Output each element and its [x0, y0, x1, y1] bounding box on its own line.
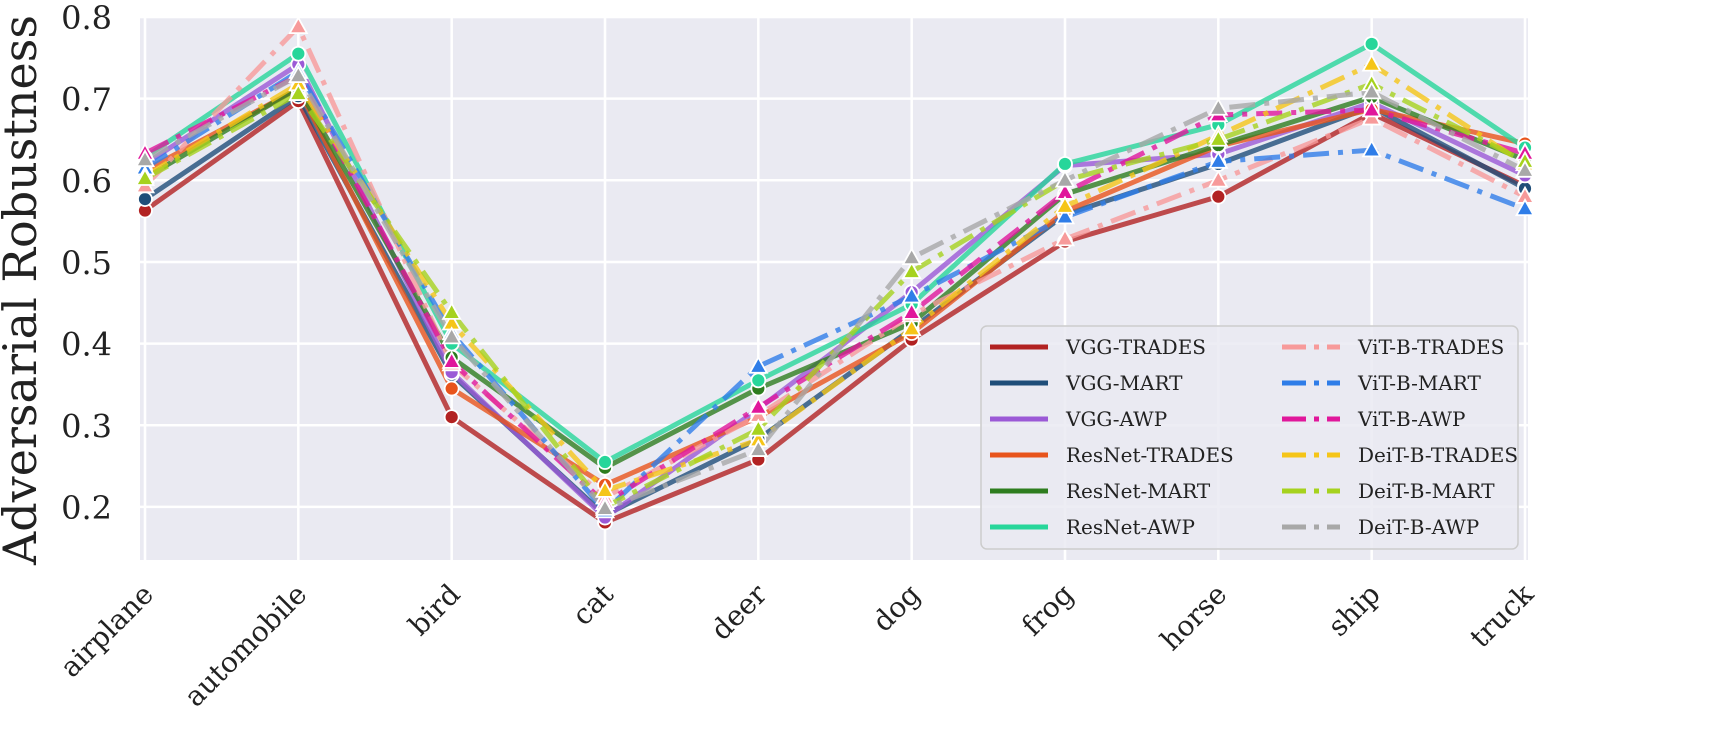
series-line-vgg-trades	[143, 98, 1527, 525]
data-point	[288, 82, 309, 101]
data-point	[1208, 169, 1229, 188]
legend-label: DeiT-B-AWP	[1358, 515, 1479, 539]
legend-label: VGG-AWP	[1065, 407, 1167, 431]
y-axis: 0.2 0.3 0.4 0.5 0.6 0.7 0.8	[61, 0, 112, 527]
series-line-vit-b-awp	[143, 73, 1526, 506]
data-point	[1054, 195, 1076, 214]
legend-label: DeiT-B-TRADES	[1358, 443, 1518, 467]
legend-label: ResNet-MART	[1066, 479, 1211, 503]
legend-label: VGG-TRADES	[1065, 335, 1206, 359]
y-tick-label: 0.6	[61, 162, 112, 200]
x-axis: airplane automobile bird cat deer dog frog hors…	[54, 577, 1541, 713]
data-point	[1208, 128, 1229, 147]
data-point	[443, 409, 460, 426]
data-point	[901, 247, 922, 266]
data-point	[1363, 36, 1380, 52]
data-point	[441, 350, 462, 369]
data-point	[1514, 159, 1536, 178]
data-point	[1361, 53, 1382, 72]
x-tick-label: ship	[1321, 578, 1386, 643]
x-tick-label: dog	[866, 578, 927, 639]
x-tick-label: automobile	[178, 578, 314, 714]
data-point	[1208, 150, 1229, 169]
data-point	[1361, 81, 1382, 100]
data-point	[901, 260, 922, 279]
data-point	[1054, 206, 1076, 225]
data-point	[748, 438, 769, 457]
series-line-deit-b-awp	[143, 73, 1527, 512]
x-tick-label: cat	[566, 577, 621, 632]
x-tick-label: truck	[1463, 577, 1540, 654]
legend-label: ViT-B-TRADES	[1357, 335, 1504, 359]
x-tick-label: frog	[1015, 578, 1080, 643]
data-point	[134, 149, 156, 168]
x-tick-label: deer	[704, 577, 773, 646]
series-line-vit-b-trades	[143, 24, 1527, 500]
data-point	[1361, 139, 1382, 158]
data-point	[1361, 99, 1382, 118]
legend-label: VGG-MART	[1065, 371, 1183, 395]
legend-label: DeiT-B-MART	[1358, 479, 1495, 503]
y-tick-label: 0.3	[61, 407, 112, 445]
data-point	[750, 372, 767, 389]
legend-box	[980, 325, 1519, 550]
data-point	[597, 454, 613, 470]
data-point	[443, 380, 460, 397]
x-tick-label: horse	[1154, 578, 1233, 657]
data-point	[748, 418, 769, 437]
series-line-resnet-trades	[143, 86, 1526, 488]
data-point	[441, 301, 462, 320]
y-tick-label: 0.2	[61, 489, 112, 527]
data-point	[901, 318, 922, 337]
series-line-deit-b-mart	[143, 81, 1527, 510]
data-point	[748, 396, 769, 415]
data-point	[1057, 156, 1073, 172]
legend-label: ViT-B-MART	[1357, 371, 1481, 395]
data-point	[1514, 198, 1536, 217]
legend-label: ResNet-AWP	[1066, 515, 1195, 539]
data-point	[1208, 97, 1229, 116]
legend: VGG-TRADES VGG-MART VGG-AWP ResNet-TRADES Re…	[980, 325, 1519, 550]
y-tick-label: 0.7	[61, 81, 112, 119]
data-point	[1054, 228, 1076, 247]
y-tick-label: 0.8	[61, 0, 112, 37]
data-point	[290, 45, 307, 62]
legend-label: ResNet-TRADES	[1066, 443, 1234, 467]
series-lines	[143, 24, 1527, 525]
x-tick-label: airplane	[54, 578, 160, 684]
data-point	[1210, 188, 1227, 205]
y-tick-label: 0.4	[61, 326, 112, 364]
data-point	[748, 355, 769, 374]
data-point	[441, 326, 462, 345]
data-point	[594, 497, 616, 516]
legend-label: ViT-B-AWP	[1357, 407, 1465, 431]
y-axis-label: Adversarial Robustness	[0, 15, 47, 566]
series-markers	[134, 15, 1536, 531]
data-point	[288, 15, 309, 34]
data-point	[137, 191, 153, 207]
data-point	[288, 64, 309, 83]
x-tick-label: bird	[402, 578, 467, 643]
y-tick-label: 0.5	[61, 244, 112, 282]
data-point	[134, 167, 156, 186]
data-point	[1054, 169, 1076, 188]
